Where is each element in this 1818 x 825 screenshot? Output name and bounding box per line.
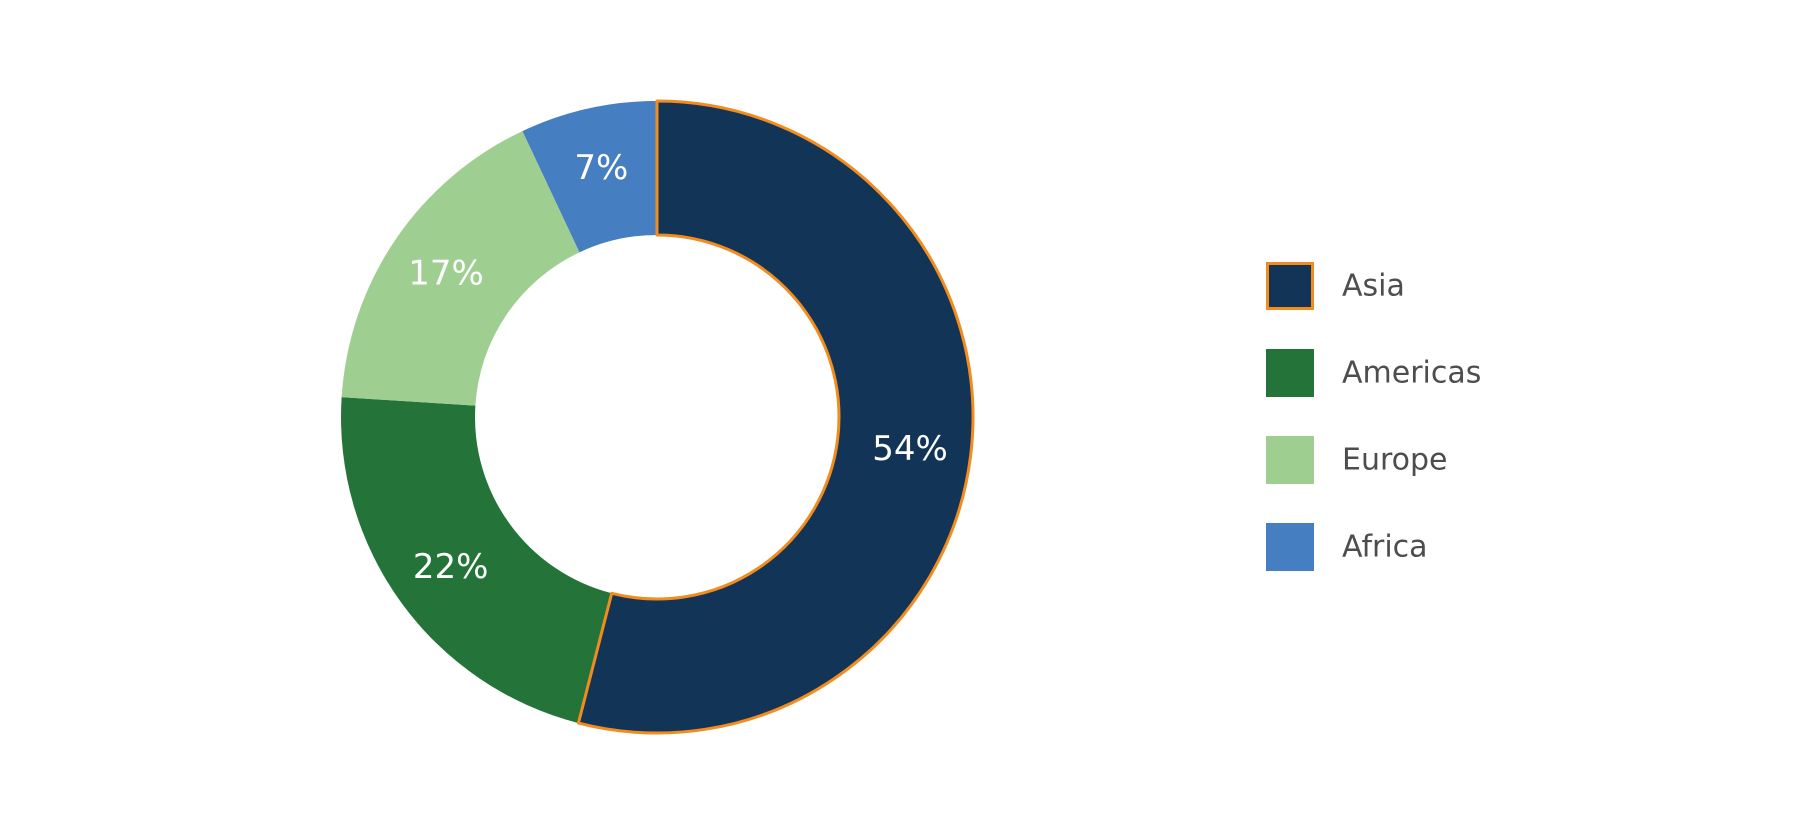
donut-slices — [341, 99, 975, 735]
chart-legend: Asia Americas Europe Africa — [1266, 262, 1481, 571]
legend-label-europe: Europe — [1342, 443, 1448, 478]
legend-item-africa[interactable]: Africa — [1266, 523, 1428, 571]
legend-item-asia[interactable]: Asia — [1266, 262, 1405, 310]
slice-label-europe: 17% — [408, 254, 484, 294]
legend-swatch-africa — [1266, 523, 1314, 571]
legend-label-africa: Africa — [1342, 530, 1428, 565]
slice-label-africa: 7% — [574, 148, 628, 188]
slice-europe[interactable] — [341, 131, 580, 406]
legend-item-europe[interactable]: Europe — [1266, 436, 1448, 484]
legend-item-americas[interactable]: Americas — [1266, 349, 1481, 397]
legend-swatch-europe — [1266, 436, 1314, 484]
slice-label-americas: 22% — [413, 547, 489, 587]
slice-asia[interactable] — [576, 99, 975, 735]
legend-swatch-americas — [1266, 349, 1314, 397]
slice-label-asia: 54% — [872, 429, 948, 469]
legend-label-americas: Americas — [1342, 356, 1481, 391]
slice-labels: 54% 22% 17% 7% — [408, 148, 947, 587]
legend-swatch-asia — [1266, 262, 1314, 310]
legend-label-asia: Asia — [1342, 269, 1405, 304]
slice-americas[interactable] — [341, 397, 612, 724]
slice-africa[interactable] — [522, 101, 657, 253]
